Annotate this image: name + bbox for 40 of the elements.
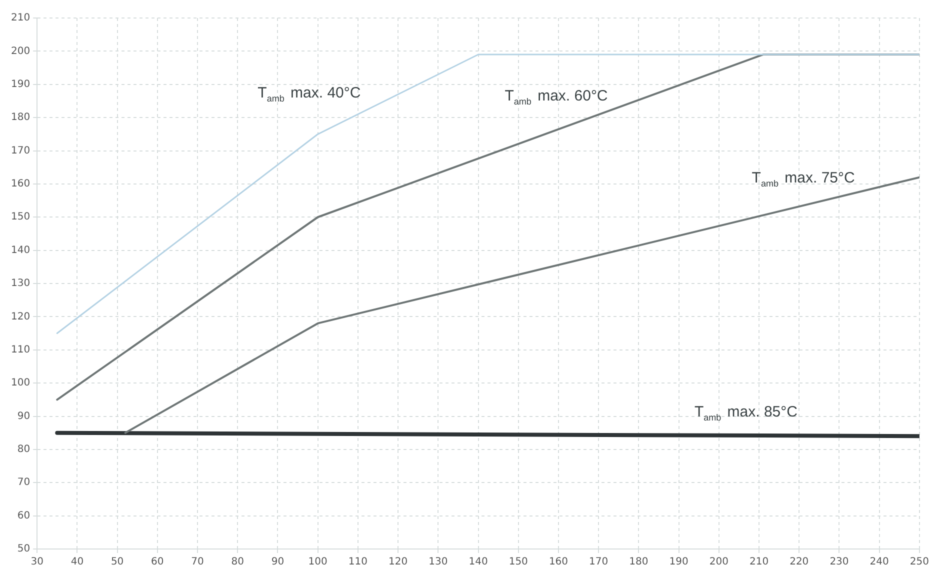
x-tick-label: 150	[508, 556, 528, 568]
y-tick-label: 160	[10, 178, 30, 190]
y-tick-label: 90	[17, 410, 30, 422]
y-tick-label: 60	[17, 510, 30, 522]
x-tick-label: 60	[151, 556, 164, 568]
y-tick-label: 180	[10, 112, 30, 124]
x-tick-label: 40	[70, 556, 84, 568]
y-tick-label: 120	[10, 311, 30, 322]
x-tick-label: 90	[271, 556, 284, 568]
x-tick-label: 170	[589, 556, 608, 568]
y-tick-label: 110	[10, 344, 30, 356]
x-tick-label: 50	[110, 556, 124, 568]
y-tick-label: 140	[10, 244, 30, 256]
y-tick-label: 210	[10, 12, 30, 24]
y-tick-label: 50	[17, 544, 30, 555]
x-tick-label: 140	[468, 556, 488, 568]
y-tick-label: 170	[10, 145, 30, 156]
x-tick-label: 110	[348, 556, 368, 568]
x-tick-label: 250	[910, 556, 930, 568]
y-tick-label: 200	[10, 46, 30, 57]
x-tick-label: 200	[709, 556, 728, 568]
x-tick-label: 160	[548, 556, 568, 568]
x-tick-label: 220	[790, 556, 809, 568]
y-tick-label: 80	[17, 444, 30, 456]
y-tick-label: 190	[10, 78, 30, 90]
y-tick-label: 130	[10, 278, 30, 290]
x-tick-label: 190	[669, 556, 688, 568]
x-tick-label: 130	[428, 556, 448, 568]
y-tick-label: 70	[17, 477, 30, 488]
x-tick-label: 100	[308, 556, 328, 568]
x-tick-label: 210	[749, 556, 769, 568]
x-tick-label: 240	[870, 556, 889, 568]
x-tick-label: 30	[30, 556, 44, 568]
x-tick-label: 120	[388, 556, 408, 568]
x-tick-label: 230	[830, 556, 849, 568]
y-tick-label: 100	[10, 378, 30, 389]
x-tick-label: 180	[629, 556, 648, 568]
x-tick-label: 70	[191, 556, 204, 568]
y-tick-label: 150	[10, 212, 30, 223]
x-tick-label: 80	[231, 556, 244, 568]
